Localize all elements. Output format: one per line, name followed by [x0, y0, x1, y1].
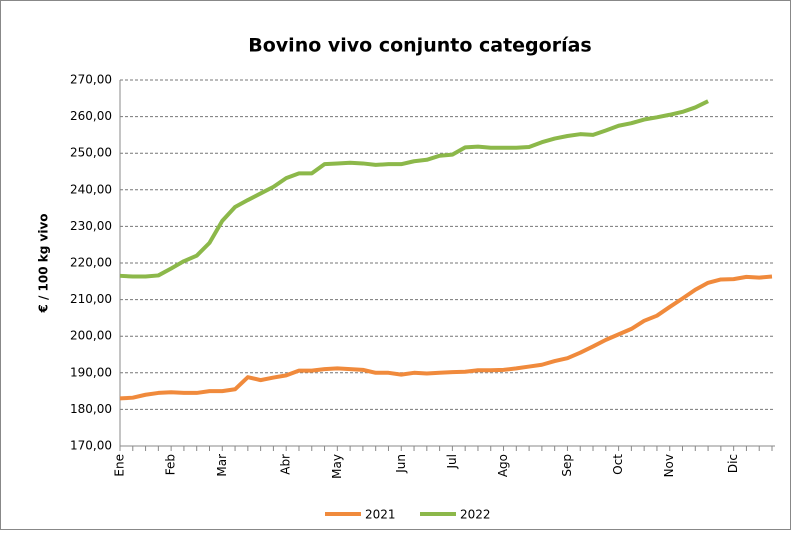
- x-tick-label: Feb: [164, 454, 178, 475]
- y-tick-label: 190,00: [70, 365, 112, 379]
- x-tick-label: Ene: [113, 454, 127, 477]
- y-tick-label: 180,00: [70, 402, 112, 416]
- y-axis-label: € / 100 kg vivo: [37, 213, 51, 313]
- series-line: [119, 274, 773, 401]
- y-tick-label: 220,00: [70, 256, 112, 270]
- y-tick-label: 210,00: [70, 292, 112, 306]
- legend-label: 2022: [460, 508, 491, 522]
- y-tick-label: 260,00: [70, 109, 112, 123]
- x-tick-label: Jul: [445, 454, 459, 469]
- y-tick-label: 230,00: [70, 219, 112, 233]
- chart-title: Bovino vivo conjunto categorías: [248, 35, 591, 57]
- x-tick-label: May: [330, 454, 344, 479]
- x-tick-label: Mar: [215, 454, 229, 477]
- y-tick-label: 200,00: [70, 329, 112, 343]
- x-tick-label: Nov: [662, 454, 676, 477]
- x-tick-label: Oct: [611, 454, 625, 475]
- x-tick-label: Sep: [560, 454, 574, 477]
- x-tick-label: Jun: [394, 454, 408, 474]
- legend-label: 2021: [365, 508, 396, 522]
- y-tick-label: 250,00: [70, 146, 112, 160]
- x-tick-label: Dic: [726, 454, 740, 473]
- x-tick-label: Abr: [279, 454, 293, 475]
- series-line: [119, 99, 709, 279]
- y-tick-label: 240,00: [70, 182, 112, 196]
- y-tick-label: 270,00: [70, 73, 112, 87]
- y-tick-label: 170,00: [70, 439, 112, 453]
- x-tick-label: Ago: [496, 454, 510, 477]
